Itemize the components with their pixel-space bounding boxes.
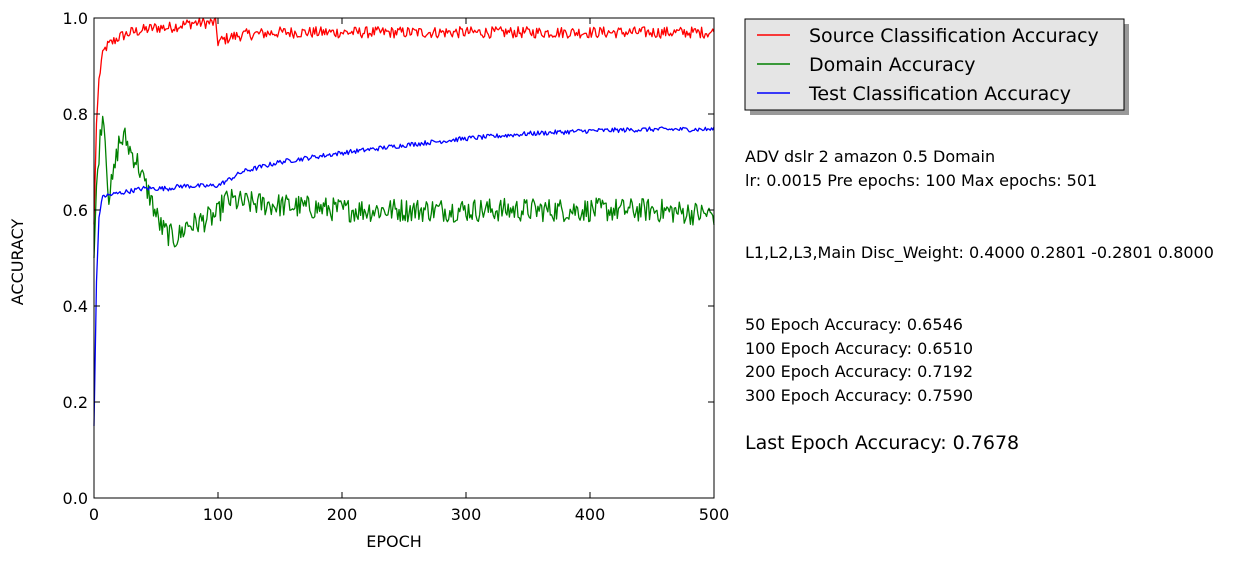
y-axis-label: ACCURACY [8,219,27,306]
legend-label-source: Source Classification Accuracy [809,25,1099,47]
series-line-source [93,17,715,225]
y-tick-label: 0.6 [63,201,88,220]
x-tick-label: 0 [89,505,99,524]
x-axis-label: EPOCH [366,532,422,551]
legend-label-test: Test Classification Accuracy [808,83,1071,105]
legend: Source Classification Accuracy Domain Ac… [744,18,1129,115]
y-tick-label: 0.0 [63,489,88,508]
axis-ticks: 0 100 200 300 400 500 0.0 0.2 0.4 0.6 0.8 1.0 [63,9,730,524]
x-tick-label: 200 [327,505,358,524]
x-tick-label: 400 [575,505,606,524]
series-line-domain [93,115,715,259]
accuracy-50: 50 Epoch Accuracy: 0.6546 [745,315,963,334]
x-tick-label: 500 [699,505,730,524]
plot-frame [93,17,715,499]
disc-weights: L1,L2,L3,Main Disc_Weight: 0.4000 0.2801… [745,243,1214,262]
y-tick-label: 1.0 [63,9,88,28]
series-line-test [93,126,715,427]
accuracy-200: 200 Epoch Accuracy: 0.7192 [745,362,974,381]
accuracy-last: Last Epoch Accuracy: 0.7678 [745,432,1020,454]
accuracy-300: 300 Epoch Accuracy: 0.7590 [745,386,974,405]
x-tick-label: 300 [451,505,482,524]
legend-label-domain: Domain Accuracy [809,54,976,76]
x-tick-label: 100 [203,505,234,524]
training-params: lr: 0.0015 Pre epochs: 100 Max epochs: 5… [745,171,1098,190]
experiment-title: ADV dslr 2 amazon 0.5 Domain [745,147,996,166]
accuracy-100: 100 Epoch Accuracy: 0.6510 [745,339,974,358]
legend-box [744,18,1125,111]
plot-area [93,17,715,427]
y-tick-label: 0.8 [63,105,88,124]
y-tick-label: 0.4 [63,297,88,316]
y-tick-label: 0.2 [63,393,88,412]
